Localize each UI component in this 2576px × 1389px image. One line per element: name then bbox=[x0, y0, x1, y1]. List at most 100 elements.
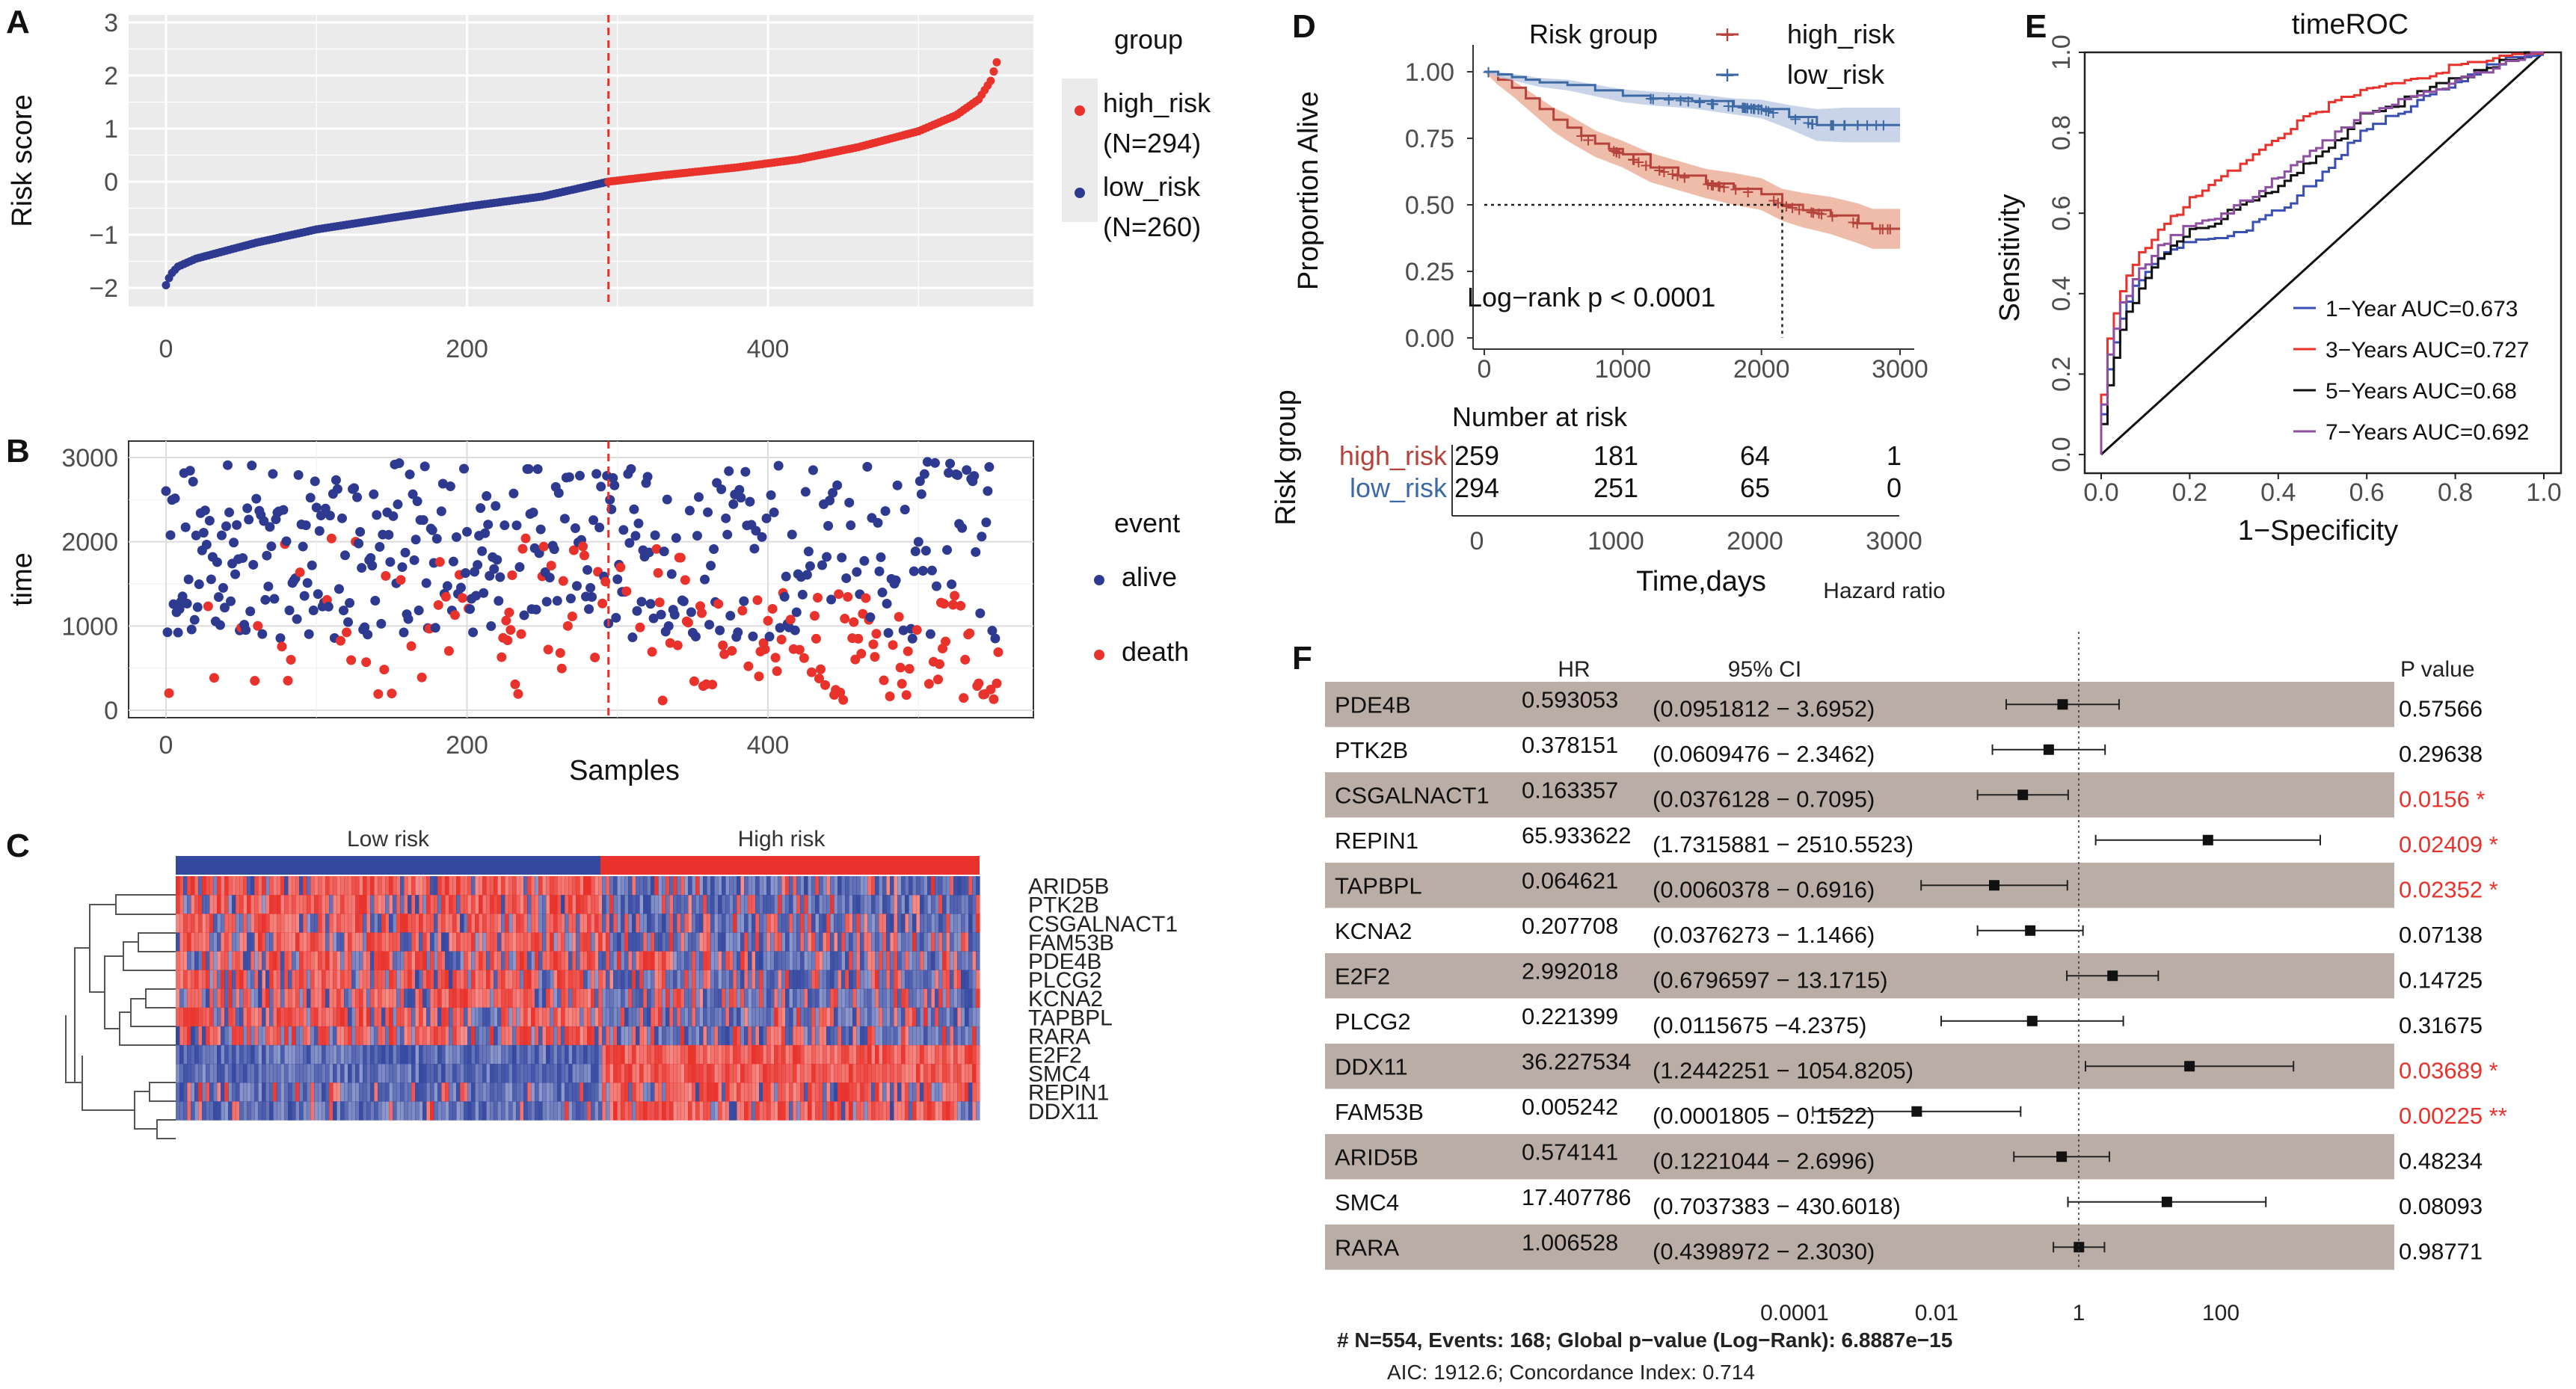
panel-b-alive-point bbox=[748, 631, 758, 641]
panel-c-heat-cell bbox=[617, 876, 621, 896]
panel-c-heat-cell bbox=[228, 895, 233, 914]
panel-c-heat-cell bbox=[464, 1044, 468, 1065]
panel-c-heat-cell bbox=[897, 1007, 902, 1027]
panel-b-alive-point bbox=[436, 506, 446, 517]
panel-c-heat-cell bbox=[576, 1044, 580, 1065]
panel-b-death-point bbox=[164, 688, 174, 698]
panel-c-heat-cell bbox=[651, 1026, 655, 1046]
panel-c-heat-cell bbox=[740, 1026, 745, 1046]
panel-c-heat-cell bbox=[935, 914, 939, 933]
panel-c-heat-cell bbox=[232, 1026, 236, 1046]
panel-f-row-band bbox=[1325, 682, 2394, 727]
panel-c-heat-cell bbox=[789, 951, 793, 970]
panel-c-heat-cell bbox=[176, 1007, 180, 1027]
panel-c-heat-cell bbox=[774, 876, 778, 896]
panel-c-heat-cell bbox=[501, 951, 505, 970]
panel-b-death-point bbox=[335, 635, 345, 646]
panel-b-alive-point bbox=[686, 607, 696, 617]
panel-c-heat-cell bbox=[751, 932, 756, 952]
panel-c-heat-cell bbox=[699, 1101, 704, 1121]
panel-b-death-point bbox=[433, 600, 443, 610]
panel-c-heat-cell bbox=[512, 951, 517, 970]
panel-c-heat-cell bbox=[400, 1082, 405, 1102]
panel-c-heat-cell bbox=[695, 895, 700, 914]
panel-c-heat-cell bbox=[658, 1064, 663, 1083]
panel-c-heat-cell bbox=[176, 1082, 180, 1102]
panel-c-heat-cell bbox=[445, 951, 449, 970]
panel-b-alive-point bbox=[942, 545, 953, 555]
panel-c-heat-cell bbox=[658, 988, 663, 1008]
panel-c-heat-cell bbox=[318, 1101, 322, 1121]
panel-c-heat-cell bbox=[187, 876, 191, 896]
panel-c-heat-cell bbox=[232, 1101, 236, 1121]
panel-f-hr-square bbox=[2026, 1015, 2038, 1026]
panel-c-heat-cell bbox=[576, 1064, 580, 1083]
panel-c-heat-cell bbox=[643, 988, 648, 1008]
panel-b-alive-point bbox=[826, 594, 837, 605]
panel-c-heat-cell bbox=[520, 932, 524, 952]
panel-b-alive-point bbox=[969, 471, 980, 481]
panel-b-death-point bbox=[956, 600, 966, 611]
panel-c-heat-cell bbox=[789, 1026, 793, 1046]
panel-c-heat-cell bbox=[250, 1007, 255, 1027]
panel-c-heat-cell bbox=[449, 1082, 453, 1102]
panel-c-heat-cell bbox=[333, 970, 337, 989]
panel-b-alive-point bbox=[307, 560, 317, 570]
panel-c-heat-cell bbox=[703, 932, 707, 952]
panel-c-heat-cell bbox=[946, 1064, 950, 1083]
panel-c-heat-cell bbox=[494, 1007, 498, 1027]
panel-c-heat-cell bbox=[722, 932, 726, 952]
panel-c-heat-cell bbox=[363, 914, 367, 933]
panel-c-heat-cell bbox=[445, 988, 449, 1008]
panel-c-heat-cell bbox=[684, 951, 689, 970]
panel-c-heat-cell bbox=[710, 914, 715, 933]
panel-c-heat-cell bbox=[464, 1026, 468, 1046]
panel-c-heat-cell bbox=[920, 914, 924, 933]
panel-c-heat-cell bbox=[639, 876, 644, 896]
panel-c-heat-cell bbox=[665, 988, 670, 1008]
panel-b-alive-point bbox=[584, 604, 594, 615]
panel-b-alive-point bbox=[704, 620, 715, 630]
panel-c-heat-cell bbox=[464, 970, 468, 989]
panel-c-heat-cell bbox=[408, 1101, 412, 1121]
panel-c-heat-cell bbox=[191, 914, 195, 933]
panel-c-heat-cell bbox=[538, 988, 543, 1008]
panel-c-heat-cell bbox=[557, 876, 562, 896]
panel-c-heat-cell bbox=[624, 1044, 629, 1065]
panel-c-heat-cell bbox=[793, 970, 797, 989]
panel-c-heat-cell bbox=[699, 970, 704, 989]
panel-c-heat-cell bbox=[348, 876, 352, 896]
panel-c-heat-cell bbox=[950, 1044, 954, 1065]
panel-c-heat-cell bbox=[871, 1101, 876, 1121]
panel-c-heat-cell bbox=[867, 932, 872, 952]
panel-c-heat-cell bbox=[258, 988, 262, 1008]
panel-c-heat-cell bbox=[452, 988, 457, 1008]
panel-c-heat-cell bbox=[318, 932, 322, 952]
panel-c-heat-cell bbox=[553, 932, 558, 952]
panel-c-heat-cell bbox=[755, 876, 760, 896]
panel-c-heat-cell bbox=[699, 1082, 704, 1102]
panel-c-heat-cell bbox=[277, 1026, 281, 1046]
panel-c-heat-cell bbox=[916, 951, 920, 970]
panel-c-heat-cell bbox=[378, 1026, 382, 1046]
panel-b-alive-point bbox=[916, 489, 926, 499]
panel-c-heat-cell bbox=[609, 1064, 614, 1083]
panel-c-heat-cell bbox=[796, 1026, 801, 1046]
panel-c-heat-cell bbox=[307, 1101, 311, 1121]
panel-f-p-value: 0.98771 bbox=[2399, 1238, 2483, 1264]
panel-c-heat-cell bbox=[314, 895, 319, 914]
panel-c-heat-cell bbox=[486, 970, 491, 989]
panel-c-heat-cell bbox=[318, 895, 322, 914]
panel-c-heat-cell bbox=[695, 932, 700, 952]
panel-c-heat-cell bbox=[277, 932, 281, 952]
panel-c-heat-cell bbox=[763, 988, 767, 1008]
panel-c-heat-cell bbox=[445, 914, 449, 933]
panel-c-heat-cell bbox=[202, 970, 206, 989]
panel-b-alive-point bbox=[308, 606, 319, 616]
panel-c-heat-cell bbox=[415, 932, 419, 952]
panel-c-heat-cell bbox=[950, 1007, 954, 1027]
panel-c-heat-cell bbox=[606, 895, 610, 914]
panel-e-xtick-label: 0.8 bbox=[2438, 478, 2473, 507]
panel-c-heat-cell bbox=[366, 1007, 371, 1027]
panel-c-heat-cell bbox=[953, 876, 958, 896]
